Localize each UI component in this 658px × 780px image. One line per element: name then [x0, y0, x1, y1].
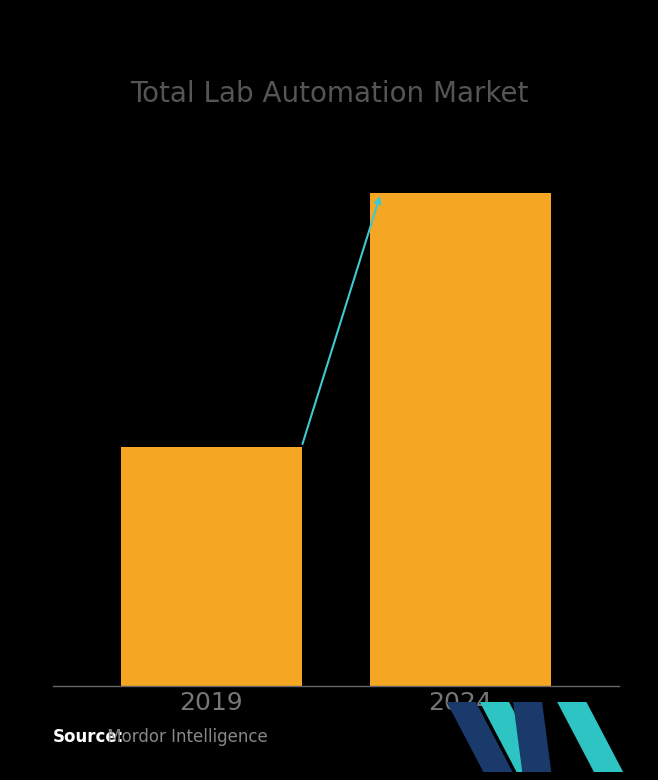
Polygon shape — [447, 702, 512, 772]
Bar — [370, 193, 551, 686]
Text: Mordor Intelligence: Mordor Intelligence — [102, 728, 268, 746]
Polygon shape — [558, 702, 622, 772]
Text: Source:: Source: — [53, 728, 124, 746]
Text: Total Lab Automation Market: Total Lab Automation Market — [130, 80, 528, 108]
Polygon shape — [480, 702, 545, 772]
Polygon shape — [514, 702, 551, 772]
Bar — [120, 447, 301, 686]
